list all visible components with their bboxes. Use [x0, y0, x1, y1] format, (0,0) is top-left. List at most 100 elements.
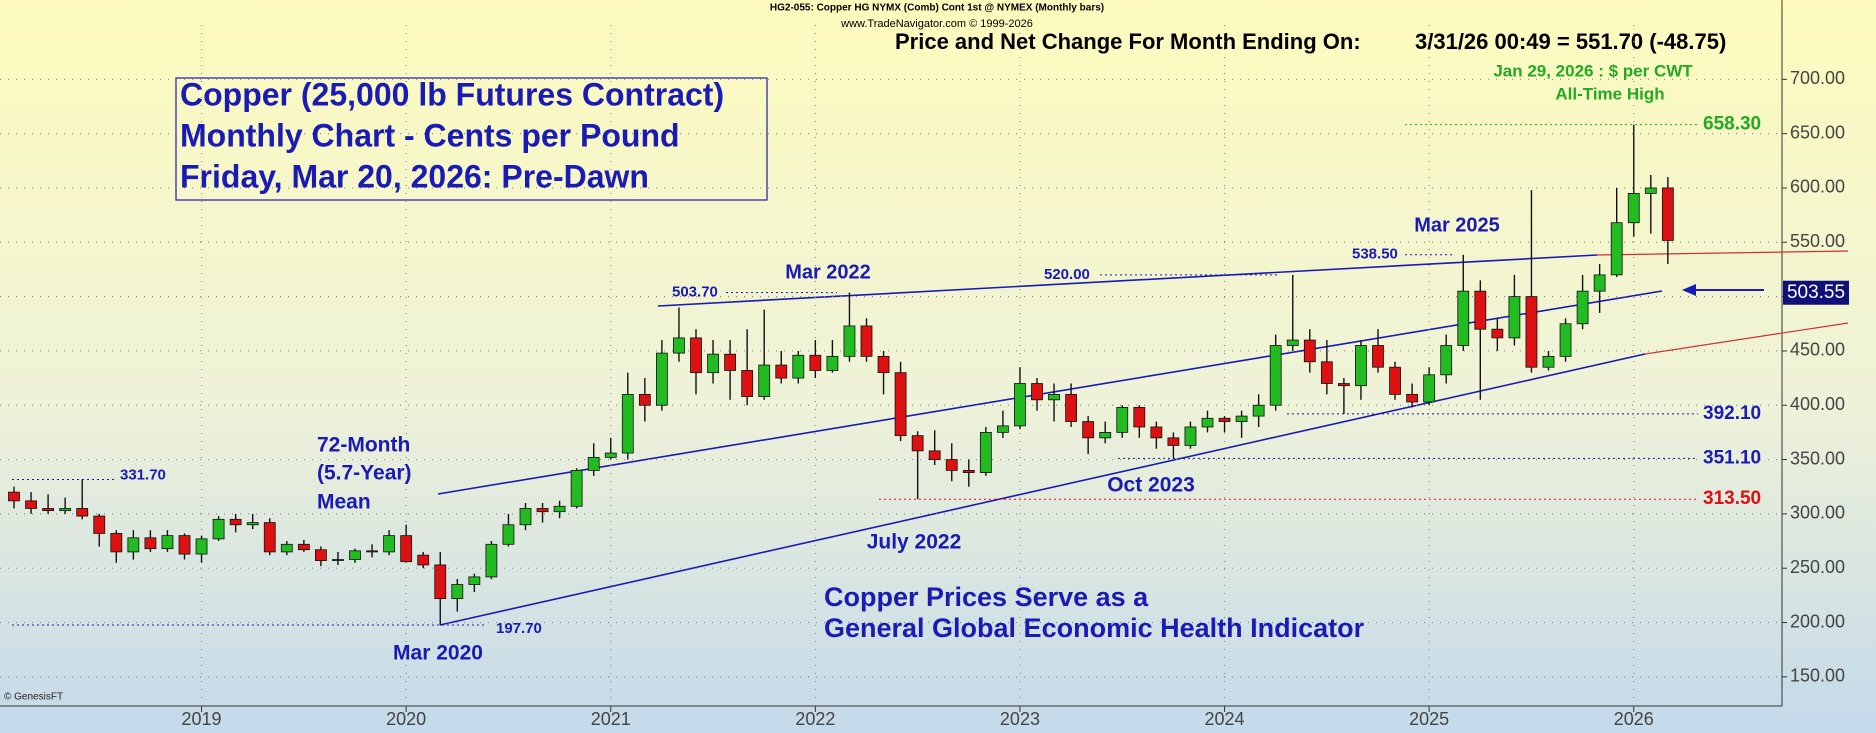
candle-body — [877, 355, 890, 374]
x-tick-label: 2025 — [1409, 709, 1449, 729]
y-tick-label: 300.00 — [1790, 503, 1845, 523]
y-tick-label: 700.00 — [1790, 68, 1845, 88]
candle-body — [263, 522, 276, 553]
y-tick-label: 350.00 — [1790, 448, 1845, 468]
level-label: 351.10 — [1703, 447, 1761, 468]
level-label: 503.70 — [672, 284, 718, 301]
trend-lines — [437, 250, 1849, 626]
candle-body — [1099, 431, 1112, 439]
candle-body — [1048, 393, 1060, 401]
candle-body — [468, 576, 481, 585]
subheader: www.TradeNavigator.com © 1999-2026 — [840, 18, 1033, 30]
annotation: July 2022 — [867, 531, 962, 554]
candle-body — [8, 491, 20, 502]
annotation: (5.7-Year) — [317, 462, 412, 485]
candle-body — [604, 452, 617, 458]
level-label: 520.00 — [1044, 266, 1090, 283]
annotation: Mar 2020 — [393, 642, 483, 665]
annotation: © GenesisFT — [4, 692, 63, 703]
candle-body — [195, 538, 208, 555]
candle-body — [843, 325, 856, 357]
candle-body — [1525, 296, 1538, 368]
candle-body — [502, 524, 515, 545]
arrow-head — [1682, 284, 1696, 296]
candle-body — [110, 533, 123, 553]
candle-body — [1389, 366, 1401, 395]
candle-body — [1508, 296, 1521, 339]
title-box — [175, 77, 768, 201]
title-line: Friday, Mar 20, 2026: Pre-Dawn — [180, 158, 649, 194]
candle-body — [1184, 426, 1197, 446]
candle-body — [1031, 383, 1043, 401]
candle-body — [1576, 290, 1589, 325]
candle-body — [741, 370, 754, 397]
x-tick-label: 2019 — [182, 709, 222, 729]
candle-body — [1167, 437, 1180, 446]
candle-body — [434, 564, 447, 600]
x-tick-label: 2023 — [1000, 709, 1040, 729]
level-label: 331.70 — [120, 466, 166, 483]
candle-body — [42, 508, 54, 512]
candle-body — [860, 325, 873, 357]
candle-body — [1320, 361, 1333, 384]
x-tick-label: 2020 — [386, 709, 426, 729]
candle-body — [1201, 417, 1214, 428]
candle-body — [178, 535, 191, 555]
candle-body — [826, 355, 839, 371]
candle-body — [673, 337, 685, 354]
candle-body — [144, 537, 157, 550]
candle-body — [1338, 383, 1350, 387]
candle-body — [332, 559, 344, 561]
marker-label: 503.55 — [1787, 282, 1845, 303]
candle-body — [1406, 393, 1418, 403]
candle-body — [25, 500, 37, 509]
header: HG2-055: Copper HG NYMX (Comb) Cont 1st … — [770, 3, 1104, 14]
candle-body — [1355, 345, 1367, 387]
resistance-extension — [1596, 250, 1849, 256]
level-label: 658.30 — [1703, 114, 1761, 135]
candle-body — [417, 554, 430, 566]
candle-body — [366, 550, 378, 553]
candle-body — [570, 470, 583, 507]
x-tick-label: 2024 — [1205, 709, 1245, 729]
level-label: 538.50 — [1352, 246, 1398, 263]
title-line: Monthly Chart - Cents per Pound — [180, 117, 680, 153]
candle-body — [1150, 426, 1163, 439]
annotation: Jan 29, 2026 : $ per CWT — [1493, 61, 1693, 80]
candle-body — [587, 456, 600, 471]
grid — [0, 25, 1782, 704]
candle-body — [997, 425, 1009, 433]
candle-body — [1627, 192, 1640, 224]
candle-body — [1610, 222, 1623, 276]
candle-body — [1252, 404, 1265, 417]
status-value: 3/31/26 00:49 = 551.70 (-48.75) — [1415, 29, 1726, 54]
candle-body — [1303, 339, 1316, 363]
candle-body — [451, 584, 464, 600]
x-tick-label: 2021 — [591, 709, 631, 729]
candle-body — [621, 393, 634, 454]
candle-body — [1286, 339, 1299, 346]
candle-body — [280, 543, 293, 553]
y-tick-label: 200.00 — [1790, 611, 1845, 631]
candle-body — [383, 535, 396, 553]
y-tick-label: 250.00 — [1790, 557, 1845, 577]
candle-body — [246, 522, 259, 526]
candle-body — [485, 543, 498, 578]
annotation: Mar 2025 — [1414, 214, 1500, 236]
candle-body — [536, 508, 549, 513]
candle-body — [400, 535, 413, 563]
y-tick-label: 150.00 — [1790, 666, 1845, 686]
candle-body — [945, 459, 958, 471]
candle-body — [928, 450, 941, 460]
candle-body — [1644, 187, 1657, 194]
candle-body — [297, 543, 310, 551]
candle-body — [59, 508, 72, 512]
status-label: Price and Net Change For Month Ending On… — [895, 29, 1361, 54]
candle-body — [690, 337, 702, 374]
candle-body — [979, 431, 992, 473]
annotation: Mar 2022 — [785, 261, 871, 283]
candle-body — [638, 393, 651, 406]
candle-body — [1065, 393, 1077, 422]
